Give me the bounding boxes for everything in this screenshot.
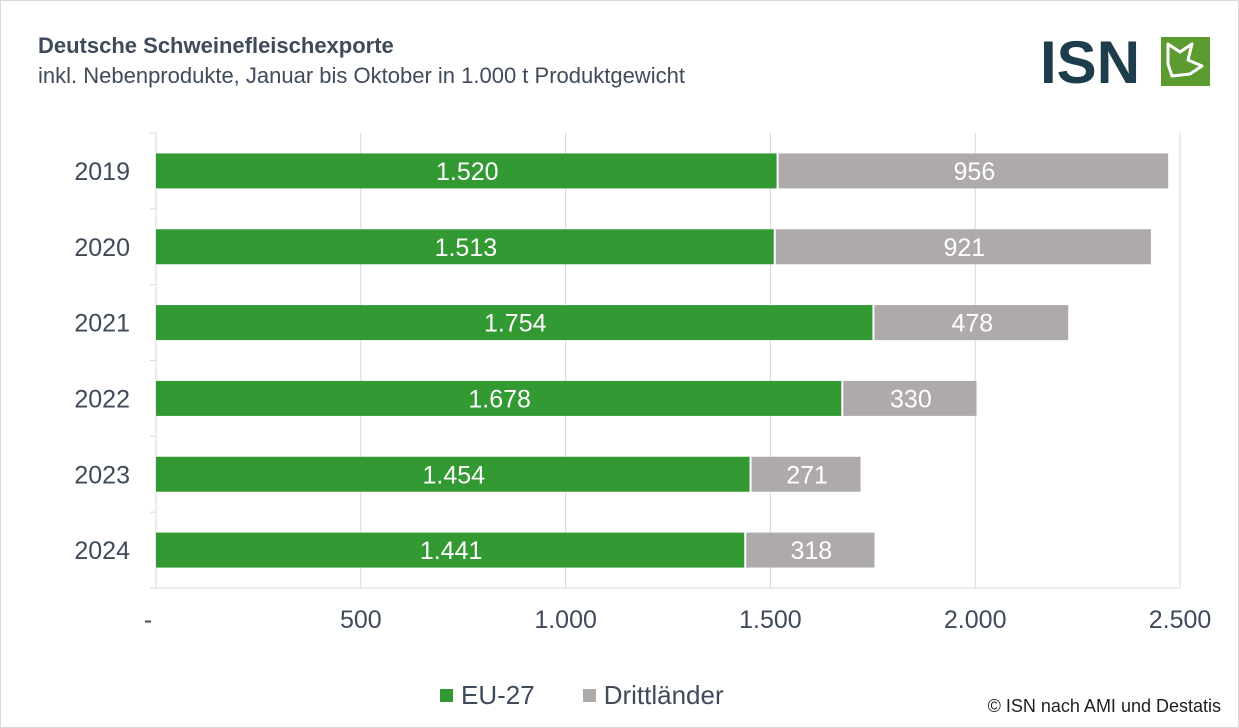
legend-label-eu27: EU-27 xyxy=(461,680,535,710)
data-label-eu27-2020: 1.513 xyxy=(435,234,498,262)
pig-head-icon xyxy=(1161,37,1210,86)
x-tick-label-1: 500 xyxy=(340,606,382,634)
chart-title: Deutsche Schweinefleischexporte xyxy=(38,33,394,58)
data-label-drittlaender-2020: 921 xyxy=(943,234,985,262)
data-label-eu27-2019: 1.520 xyxy=(436,158,499,186)
bar-eu27-2024 xyxy=(156,532,745,568)
bar-eu27-2023 xyxy=(156,456,750,492)
data-label-drittlaender-2024: 318 xyxy=(791,537,833,565)
category-label-2020: 2020 xyxy=(74,234,130,262)
source-note: © ISN nach AMI und Destatis xyxy=(987,696,1221,716)
bar-drittlaender-2022 xyxy=(843,380,977,416)
category-label-2023: 2023 xyxy=(74,461,130,489)
legend-item-drittlaender: Drittländer xyxy=(582,680,724,711)
data-label-drittlaender-2021: 478 xyxy=(951,310,993,338)
bar-drittlaender-2019 xyxy=(778,153,1169,189)
data-label-eu27-2021: 1.754 xyxy=(484,310,547,338)
bar-eu27-2022 xyxy=(156,380,842,416)
data-label-eu27-2022: 1.678 xyxy=(468,385,531,413)
bar-drittlaender-2024 xyxy=(746,532,875,568)
bar-drittlaender-2020 xyxy=(775,229,1151,265)
category-label-2022: 2022 xyxy=(74,385,130,413)
legend-label-drittlaender: Drittländer xyxy=(603,680,724,710)
category-label-2021: 2021 xyxy=(74,310,130,338)
bar-eu27-2021 xyxy=(156,305,873,341)
bar-eu27-2020 xyxy=(156,229,774,265)
category-label-2019: 2019 xyxy=(74,158,130,186)
legend-swatch-drittlaender xyxy=(582,689,596,702)
x-tick-label-4: 2.000 xyxy=(944,606,1007,634)
x-tick-label-5: 2.500 xyxy=(1149,606,1212,634)
data-label-drittlaender-2019: 956 xyxy=(954,158,996,186)
data-label-drittlaender-2022: 330 xyxy=(890,385,932,413)
legend: EU-27 Drittländer xyxy=(440,680,772,711)
data-label-eu27-2024: 1.441 xyxy=(420,537,483,565)
x-tick-label-0: - xyxy=(144,606,152,634)
data-label-eu27-2023: 1.454 xyxy=(422,461,485,489)
chart-subtitle: inkl. Nebenprodukte, Januar bis Oktober … xyxy=(38,63,685,88)
legend-swatch-eu27 xyxy=(440,689,453,702)
data-label-drittlaender-2023: 271 xyxy=(786,461,828,489)
bar-drittlaender-2023 xyxy=(751,456,861,492)
bar-eu27-2019 xyxy=(156,153,777,189)
bar-drittlaender-2021 xyxy=(874,305,1069,341)
logo-text: ISN xyxy=(1040,30,1140,90)
category-label-2024: 2024 xyxy=(74,537,130,565)
x-tick-label-2: 1.000 xyxy=(534,606,597,634)
x-tick-label-3: 1.500 xyxy=(739,606,802,634)
isn-logo: ISN xyxy=(1040,30,1210,90)
legend-item-eu27: EU-27 xyxy=(440,680,535,711)
